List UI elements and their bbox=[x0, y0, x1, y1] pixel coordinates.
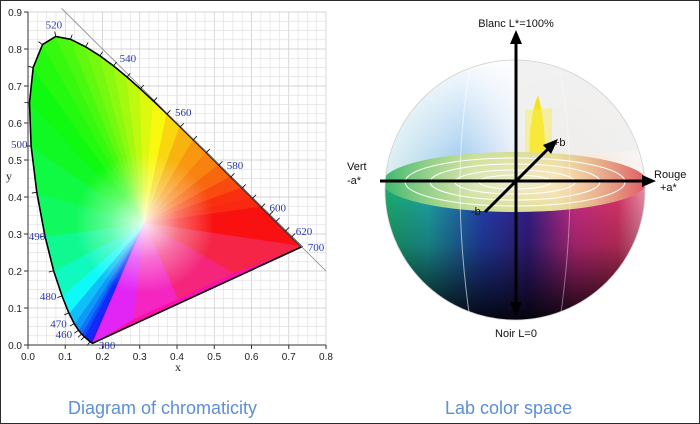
locus-tick bbox=[269, 211, 274, 216]
locus-tick bbox=[126, 72, 131, 78]
locus-tick bbox=[275, 217, 280, 222]
minus-a-label: -a* bbox=[347, 175, 362, 187]
x-tick-label: 0.1 bbox=[58, 352, 72, 363]
wavelength-label: 490 bbox=[29, 231, 46, 243]
x-tick-label: 0.2 bbox=[96, 352, 110, 363]
locus-tick bbox=[70, 34, 73, 40]
x-tick-label: 0.6 bbox=[245, 352, 259, 363]
y-tick-label: 0.2 bbox=[8, 267, 22, 278]
chromaticity-caption: Diagram of chromaticity bbox=[68, 398, 258, 418]
a-axis-arrow bbox=[642, 175, 656, 187]
locus-tick bbox=[285, 227, 290, 232]
locus-tick bbox=[57, 295, 63, 298]
locus-tick bbox=[39, 235, 45, 238]
red-label: Rouge bbox=[654, 169, 686, 181]
wavelength-label: 700 bbox=[308, 242, 325, 254]
locus-tick bbox=[166, 110, 171, 115]
plus-b-label: +b bbox=[553, 137, 566, 149]
locus-ticks bbox=[24, 31, 296, 346]
y-tick-label: 0.7 bbox=[8, 82, 22, 93]
y-tick-label: 0.3 bbox=[8, 230, 22, 241]
locus-tick bbox=[193, 135, 198, 141]
l-axis-arrow-up bbox=[510, 30, 522, 44]
wavelength-label: 460 bbox=[56, 329, 73, 341]
x-tick-label: 0.4 bbox=[170, 352, 184, 363]
x-tick-label: 0.7 bbox=[282, 352, 296, 363]
locus-tick bbox=[69, 323, 75, 327]
locus-tick bbox=[99, 51, 104, 57]
minus-b-label: -b bbox=[471, 206, 481, 218]
locus-tick bbox=[54, 31, 57, 37]
y-tick-label: 0.6 bbox=[8, 119, 22, 130]
y-axis-title: y bbox=[6, 169, 12, 183]
b-axis-arrow bbox=[543, 139, 558, 154]
locus-tick bbox=[218, 161, 223, 166]
x-tick-label: 0.5 bbox=[207, 352, 221, 363]
locus-tick bbox=[74, 329, 79, 334]
wavelength-label: 500 bbox=[11, 139, 28, 151]
y-tick-label: 0.8 bbox=[8, 45, 22, 56]
wavelength-label: 470 bbox=[50, 319, 67, 331]
locus-tick bbox=[179, 122, 185, 128]
locus-tick bbox=[153, 97, 158, 102]
locus-tick bbox=[252, 194, 257, 199]
l-axis-arrow-down bbox=[510, 302, 522, 316]
chromaticity-diagram: 0.0 0.1 0.2 0.3 0.4 0.5 0.6 0.7 0.8 0.0 0.1 0.2 0.3 0… bbox=[6, 8, 333, 374]
plus-a-label: +a* bbox=[660, 182, 678, 194]
locus-tick bbox=[230, 173, 235, 178]
chart-axes: 0.0 0.1 0.2 0.3 0.4 0.5 0.6 0.7 0.8 0.0 0.1 0.2 0.3 0… bbox=[8, 8, 333, 363]
wavelength-label: 520 bbox=[46, 19, 63, 31]
locus-tick bbox=[261, 203, 266, 208]
x-tick-label: 0.3 bbox=[133, 352, 147, 363]
locus-tick bbox=[48, 270, 54, 273]
locus-tick bbox=[85, 42, 89, 48]
locus-tick bbox=[206, 148, 211, 153]
white-label: Blanc L*=100% bbox=[478, 18, 554, 30]
locus-tick bbox=[291, 233, 296, 238]
y-tick-label: 0.9 bbox=[8, 8, 22, 19]
black-label: Noir L=0 bbox=[495, 328, 537, 340]
locus-tick bbox=[28, 65, 34, 68]
locus-tick bbox=[113, 61, 117, 67]
wavelength-label: 620 bbox=[296, 226, 313, 238]
wavelength-label: 380 bbox=[99, 340, 116, 352]
locus-tick bbox=[31, 191, 37, 194]
wavelength-label: 600 bbox=[270, 202, 287, 214]
lab-caption: Lab color space bbox=[445, 398, 573, 418]
locus-tick bbox=[64, 312, 69, 316]
y-tick-label: 0.0 bbox=[8, 341, 22, 352]
wavelength-label: 540 bbox=[120, 53, 137, 65]
y-tick-label: 0.1 bbox=[8, 304, 22, 315]
x-axis-title: x bbox=[175, 360, 181, 374]
lab-color-space-diagram: Blanc L*=100% Noir L=0 Vert -a* Rouge +a… bbox=[347, 18, 686, 340]
locus-tick bbox=[38, 41, 43, 45]
locus-tick bbox=[241, 184, 247, 189]
y-tick-label: 0.4 bbox=[8, 193, 22, 204]
locus-tick bbox=[80, 336, 85, 341]
color-gamut-fill bbox=[29, 36, 302, 344]
b-axis bbox=[483, 145, 552, 214]
locus-tick bbox=[77, 333, 82, 338]
line-of-purples bbox=[92, 246, 302, 344]
y-tick-label: 0.5 bbox=[8, 156, 22, 167]
green-label: Vert bbox=[347, 161, 367, 173]
wavelength-label: 480 bbox=[40, 291, 57, 303]
locus-tick bbox=[140, 84, 145, 90]
x-tick-label: 0.0 bbox=[21, 352, 35, 363]
wavelength-label: 580 bbox=[227, 160, 244, 172]
x-tick-label: 0.8 bbox=[319, 352, 333, 363]
wavelength-label: 560 bbox=[175, 107, 192, 119]
